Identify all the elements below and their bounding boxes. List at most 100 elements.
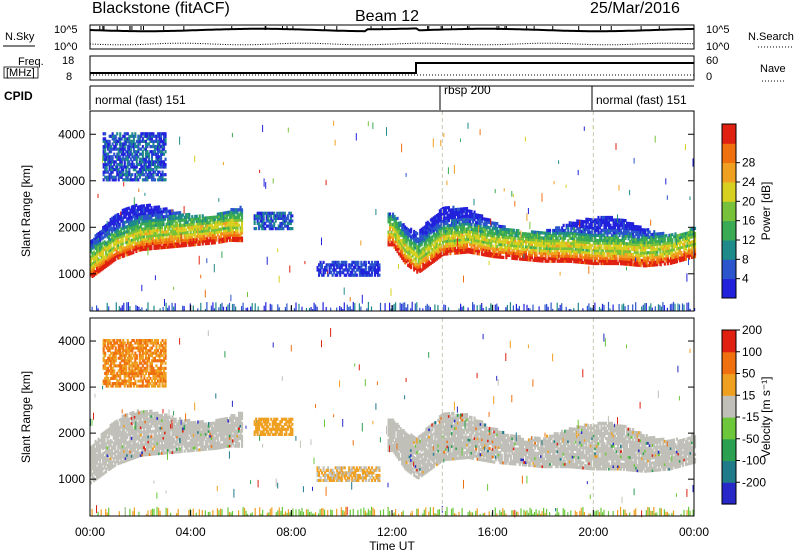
heatmap-cell — [344, 288, 345, 295]
heatmap-cell — [368, 302, 369, 311]
heatmap-cell — [372, 122, 373, 129]
heatmap-cell — [345, 261, 347, 264]
heatmap-cell — [211, 306, 212, 311]
heatmap-cell — [271, 305, 272, 311]
heatmap-cell — [323, 302, 324, 311]
heatmap-cell — [385, 303, 386, 311]
heatmap-cell — [495, 305, 496, 311]
heatmap-cell — [258, 306, 259, 311]
heatmap-cell — [667, 195, 668, 200]
heatmap-cell — [446, 181, 447, 185]
heatmap-cell — [670, 304, 671, 311]
heatmap-cell — [304, 261, 305, 264]
heatmap-cell — [529, 222, 530, 229]
heatmap-cell — [616, 143, 617, 150]
heatmap-cell — [360, 240, 361, 245]
heatmap-cell — [437, 305, 438, 311]
heatmap-cell — [693, 158, 694, 166]
heatmap-cell — [295, 303, 296, 312]
heatmap-cell — [212, 302, 213, 311]
heatmap-cell — [344, 302, 345, 311]
heatmap-cell — [665, 178, 666, 184]
heatmap-cell — [220, 304, 221, 311]
heatmap-cell — [279, 276, 280, 283]
heatmap-cell — [688, 302, 689, 311]
heatmap-cell — [354, 303, 355, 311]
heatmap-cell — [632, 304, 633, 311]
heatmap-cell — [194, 156, 195, 163]
heatmap-cell — [241, 208, 243, 211]
heatmap-cell — [116, 132, 118, 135]
heatmap-cell — [448, 167, 449, 174]
heatmap-cell — [243, 303, 244, 311]
heatmap-cell — [557, 256, 558, 260]
heatmap-cell — [686, 273, 687, 281]
heatmap-cell — [495, 189, 496, 193]
heatmap-cell — [391, 288, 392, 296]
heatmap-cell — [315, 305, 316, 312]
heatmap-cell — [368, 121, 369, 126]
heatmap-cell — [360, 307, 361, 311]
heatmap-cell — [375, 209, 376, 215]
heatmap-cell — [285, 307, 286, 311]
nsearch-series-line — [90, 43, 694, 45]
heatmap-cell — [415, 303, 416, 311]
heatmap-cell — [230, 295, 231, 302]
cpid-mode-2: rbsp 200 — [444, 83, 491, 97]
heatmap-cell — [147, 247, 148, 255]
heatmap-cell — [107, 221, 108, 226]
heatmap-cell — [428, 306, 429, 312]
heatmap-cell — [206, 258, 207, 263]
heatmap-cell — [104, 132, 106, 135]
heatmap-cell — [404, 302, 405, 311]
heatmap-cell — [247, 308, 248, 311]
heatmap-cell — [640, 255, 641, 262]
heatmap-cell — [403, 303, 404, 311]
heatmap-cell — [511, 191, 512, 197]
heatmap-cell — [264, 178, 265, 186]
heatmap-cell — [490, 303, 491, 311]
freq-panel-frame — [90, 56, 694, 80]
heatmap-cell — [221, 303, 222, 311]
nsearch-tick-high: 10^5 — [706, 24, 730, 36]
nsky-series-line — [90, 28, 694, 31]
heatmap-cell — [232, 304, 233, 311]
heatmap-cell — [588, 303, 589, 311]
heatmap-cell — [671, 238, 673, 241]
heatmap-cell — [481, 303, 482, 311]
cpid-mode-3: normal (fast) 151 — [596, 93, 687, 107]
heatmap-cell — [214, 264, 215, 272]
heatmap-cell — [122, 305, 123, 311]
power-panel-bg — [90, 111, 694, 311]
heatmap-cell — [123, 303, 124, 311]
heatmap-cell — [365, 261, 367, 264]
heatmap-cell — [683, 305, 684, 311]
heatmap-cell — [513, 194, 514, 197]
heatmap-cell — [646, 241, 647, 248]
heatmap-cell — [265, 182, 266, 189]
heatmap-cell — [333, 121, 334, 126]
heatmap-cell — [480, 305, 481, 311]
heatmap-cell — [626, 267, 627, 270]
radar-title: Blackstone (fitACF) — [92, 0, 230, 17]
heatmap-cell — [468, 123, 469, 129]
heatmap-cell — [434, 304, 435, 311]
heatmap-cell — [539, 306, 540, 311]
heatmap-cell — [474, 211, 476, 214]
heatmap-cell — [267, 257, 268, 265]
heatmap-cell — [255, 303, 256, 311]
heatmap-cell — [505, 307, 506, 311]
nave-tick-high: 60 — [706, 55, 718, 67]
heatmap-cell — [532, 305, 533, 311]
heatmap-cell — [126, 302, 127, 311]
heatmap-cell — [129, 306, 130, 311]
heatmap-cell — [135, 305, 136, 311]
heatmap-cell — [643, 305, 644, 311]
heatmap-cell — [175, 303, 176, 311]
heatmap-cell — [635, 302, 636, 311]
heatmap-cell — [223, 162, 224, 165]
heatmap-cell — [193, 306, 194, 312]
heatmap-cell — [147, 302, 148, 311]
heatmap-cell — [652, 308, 653, 311]
